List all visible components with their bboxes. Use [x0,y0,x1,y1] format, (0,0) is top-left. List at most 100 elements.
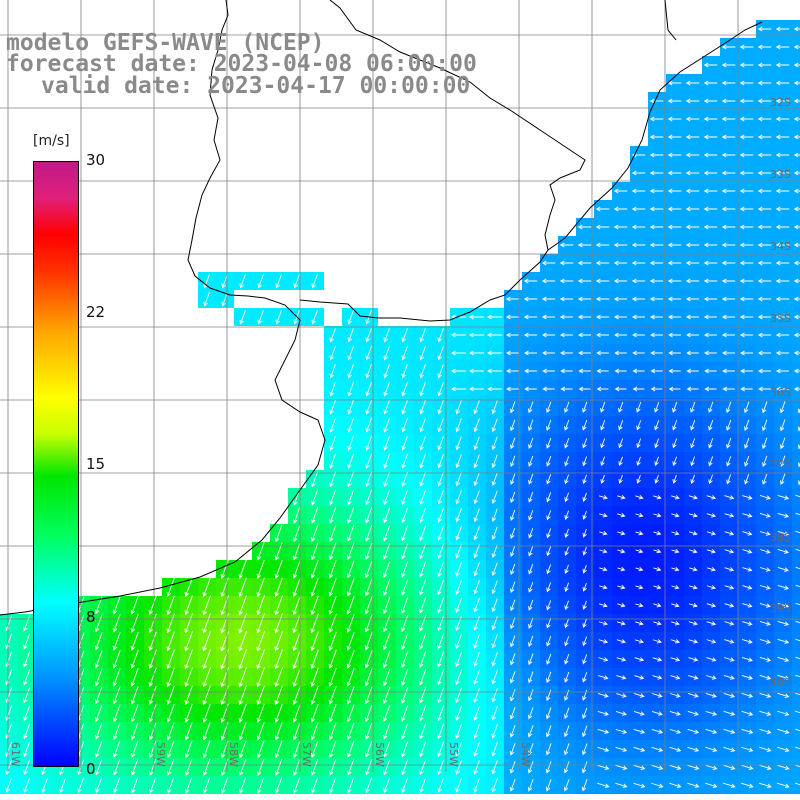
wind-arrow [759,764,772,771]
wind-arrow [382,596,391,615]
wind-arrow [671,530,680,536]
wind-arrow [559,242,574,248]
wind-arrow [721,314,736,320]
wind-arrow [346,578,355,597]
lat-label-32s: 32S [770,96,791,109]
wind-arrow [94,614,103,633]
wind-arrow [545,743,552,756]
wind-arrow [597,782,610,789]
wind-arrow [616,621,626,626]
wind-arrow [598,495,608,500]
wind-arrow [346,722,355,741]
wind-arrow [670,639,681,644]
wind-arrow [633,782,646,788]
wind-arrow [546,456,552,467]
wind-arrow [311,777,319,794]
wind-arrow [310,740,319,759]
wind-arrow [631,206,646,212]
wind-arrow [274,740,283,759]
wind-arrow [256,577,265,598]
wind-arrow [527,671,534,684]
wind-arrow [364,686,373,705]
wind-cell [792,488,800,506]
wind-cell [792,506,800,524]
wind-arrow [685,278,700,284]
wind-arrow [706,495,717,500]
wind-arrow [600,474,605,484]
wind-arrow [670,675,681,680]
wind-arrow [469,332,485,338]
wind-arrow [505,350,520,356]
wind-arrow [757,188,772,194]
wind-arrow [419,741,427,758]
wind-arrow [739,98,754,104]
wind-arrow [722,386,735,392]
wind-arrow [451,368,467,374]
wind-arrow [613,278,628,284]
wind-arrow [329,740,337,758]
wind-arrow [202,649,211,670]
wind-arrow [541,296,556,302]
wind-arrow [437,328,444,343]
wind-arrow [687,764,700,770]
wind-arrow [577,314,592,320]
wind-arrow [721,116,736,122]
wind-arrow [617,584,626,590]
wind-arrow [238,559,247,579]
wind-cell [792,524,800,542]
wind-arrow [793,44,800,50]
wind-arrow [95,741,103,758]
wind-arrow [667,296,682,302]
wind-arrow [292,649,301,670]
wind-arrow [793,332,800,338]
wind-arrow [649,152,664,158]
wind-arrow [564,636,570,647]
wind-arrow [256,559,265,579]
wind-arrow [364,596,373,615]
wind-arrow [651,782,664,788]
wind-arrow [690,401,696,413]
wind-arrow [653,602,662,608]
wind-arrow [491,706,498,721]
wind-arrow [491,526,498,541]
wind-arrow [634,639,644,644]
wind-arrow [256,740,265,759]
wind-arrow [723,782,736,789]
wind-arrow [793,98,800,104]
wind-arrow [564,564,569,575]
wind-arrow [311,310,318,325]
wind-arrow [346,686,355,705]
wind-arrow [757,116,772,122]
wind-arrow [759,656,772,662]
wind-arrow [775,152,790,158]
wind-arrow [256,722,265,741]
wind-arrow [795,656,800,660]
wind-arrow [419,364,426,379]
wind-arrow [671,512,680,518]
wind-arrow [633,728,646,734]
wind-arrow [687,710,700,716]
wind-arrow [293,758,301,776]
wind-arrow [775,62,790,68]
wind-arrow [328,578,337,597]
wind-arrow [631,224,646,230]
wind-arrow [667,260,682,266]
wind-arrow [742,621,753,626]
wind-arrow [510,473,516,486]
wind-arrow [238,722,247,741]
wind-arrow [455,400,462,415]
wind-arrow [724,639,735,644]
wind-arrow [329,507,337,524]
wind-arrow [149,759,157,776]
wind-arrow [635,530,644,536]
wind-arrow [672,420,678,431]
wind-arrow [364,650,373,669]
wind-arrow [724,513,735,518]
wind-arrow [437,490,444,505]
wind-arrow [275,274,282,289]
wind-arrow [541,314,556,320]
wind-arrow [739,134,754,140]
wind-arrow [649,98,664,104]
wind-arrow [112,668,121,687]
wind-arrow [703,62,718,68]
